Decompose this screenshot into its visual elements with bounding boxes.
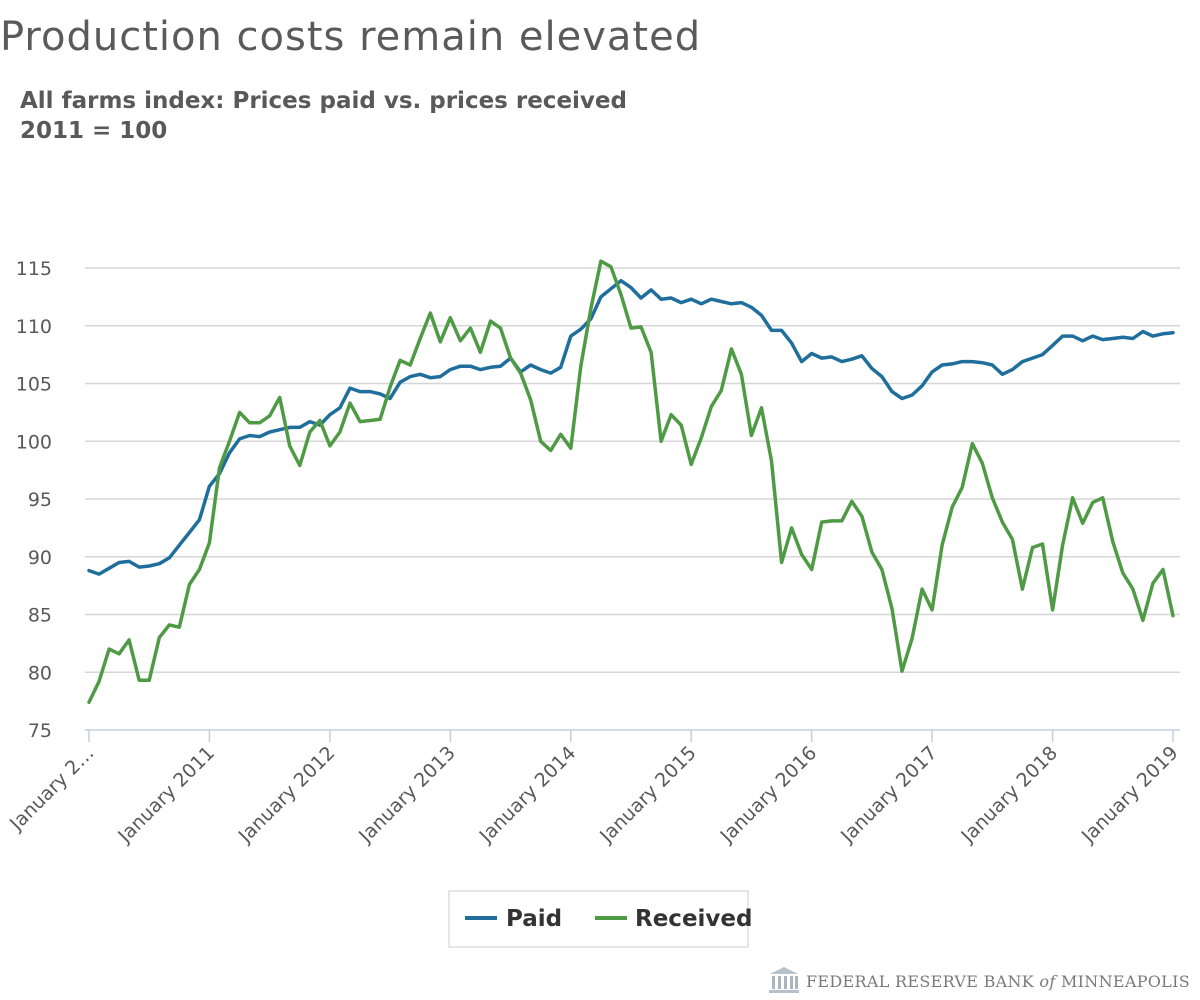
source-text: FEDERAL RESERVE BANK of MINNEAPOLIS (806, 971, 1190, 991)
y-tick-label: 95 (28, 489, 52, 511)
x-tick-label: January 2017 (836, 742, 942, 848)
series-line-paid[interactable] (87, 278, 1175, 576)
x-tick-label: January 2011 (113, 742, 219, 848)
x-tick-label: January 2013 (354, 742, 460, 848)
x-tick-label: January 2018 (956, 742, 1062, 848)
y-tick-label: 110 (16, 316, 52, 338)
y-tick-label: 115 (16, 258, 52, 280)
page-title: Production costs remain elevated (0, 14, 702, 60)
y-axis-tick-labels: 75 80 85 90 95 100 105 110 115 (16, 258, 52, 742)
chart-subtitle: All farms index: Prices paid vs. prices … (20, 88, 627, 114)
y-tick-label: 80 (28, 662, 52, 684)
federal-reserve-building-icon (768, 964, 800, 998)
y-tick-label: 90 (28, 547, 52, 569)
series-line-received[interactable] (87, 259, 1175, 705)
y-tick-label: 75 (28, 720, 52, 742)
x-tick-label: January 2019 (1077, 742, 1183, 848)
legend-label-paid[interactable]: Paid (506, 906, 562, 932)
x-tick-label: January 2… (5, 742, 98, 835)
x-axis: January 2… January 2011 January 2012 Januar… (5, 729, 1183, 848)
chart-gridlines (85, 267, 1180, 673)
x-tick-label: January 2015 (595, 742, 701, 848)
x-tick-label: January 2014 (475, 742, 581, 848)
legend-label-received[interactable]: Received (635, 906, 752, 932)
y-tick-label: 105 (16, 374, 52, 396)
source-credit: FEDERAL RESERVE BANK of MINNEAPOLIS (768, 966, 1190, 996)
chart-base-note: 2011 = 100 (20, 118, 168, 144)
x-tick-label: January 2012 (234, 742, 340, 848)
y-tick-label: 85 (28, 605, 52, 627)
x-tick-label: January 2016 (716, 742, 822, 848)
chart-series (87, 259, 1175, 705)
y-tick-label: 100 (16, 431, 52, 453)
chart-legend[interactable]: Paid Received (448, 890, 752, 948)
